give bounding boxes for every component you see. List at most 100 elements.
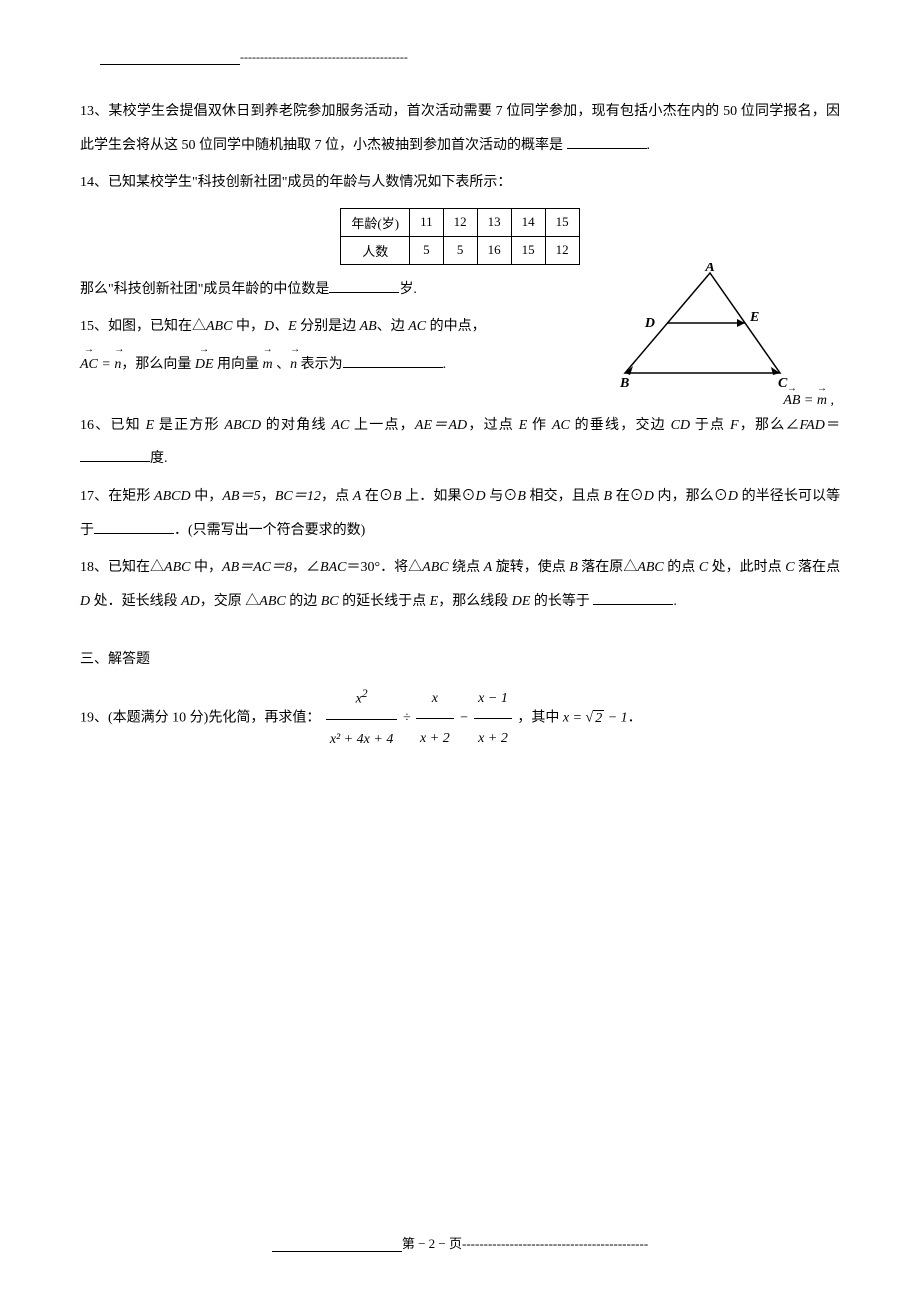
triangle-svg: A D E B C bbox=[600, 263, 840, 393]
label-e: E bbox=[749, 310, 759, 325]
q19-num: 19、 bbox=[80, 711, 108, 726]
eq-sign-1: = bbox=[800, 393, 816, 408]
q17-b: B bbox=[393, 489, 402, 504]
q17-te: 上．如果⊙ bbox=[402, 489, 476, 504]
question-19: 19、(本题满分 10 分)先化简，再求值： x2 x² + 4x + 4 ÷ … bbox=[80, 678, 840, 759]
q14-th-4: 15 bbox=[545, 208, 579, 236]
q18-tc: 绕点 bbox=[449, 560, 484, 575]
q15-blank bbox=[343, 353, 443, 368]
q14-th-3: 14 bbox=[511, 208, 545, 236]
q14-th-1: 12 bbox=[443, 208, 477, 236]
q15-period: . bbox=[443, 357, 447, 372]
question-13: 13、某校学生会提倡双休日到养老院参加服务活动，首次活动需要 7 位同学参加，现… bbox=[80, 95, 840, 162]
label-b: B bbox=[619, 376, 629, 391]
q13-blank bbox=[567, 134, 647, 149]
q16-e2: E bbox=[519, 418, 528, 433]
q18-tf: 的点 bbox=[664, 560, 699, 575]
q17-tb: 中， bbox=[191, 489, 223, 504]
q19-m1: − 1 bbox=[604, 711, 627, 726]
q13-period: . bbox=[647, 138, 651, 153]
q15-num: 15、 bbox=[80, 319, 108, 334]
q15-tc: 分别是边 bbox=[297, 319, 360, 334]
q16-tj: ＝ bbox=[825, 418, 840, 433]
f1ns: 2 bbox=[362, 687, 368, 700]
vec-n: n bbox=[114, 357, 121, 372]
q16-blank bbox=[80, 447, 150, 462]
q16-ac2: AC bbox=[552, 418, 570, 433]
q17-note: ．(只需写出一个符合要求的数) bbox=[174, 523, 365, 538]
q18-d: D bbox=[80, 594, 90, 609]
q16-tb: 是正方形 bbox=[154, 418, 224, 433]
q16-fad: FAD bbox=[799, 418, 824, 433]
q16-unit: 度. bbox=[150, 451, 168, 466]
q17-tg: 相交，且点 bbox=[526, 489, 604, 504]
q18-abc4: ABC bbox=[259, 594, 285, 609]
top-dashes: ----------------------------------------… bbox=[240, 50, 408, 64]
q14-text-a: 已知某校学生"科技创新社团"成员的年龄与人数情况如下表所示： bbox=[108, 175, 511, 190]
q18-b: B bbox=[569, 560, 578, 575]
q19-sqrt: √2 bbox=[586, 710, 605, 726]
vec-ab-eq-m: AB = m , bbox=[600, 393, 840, 409]
q17-ta: 在矩形 bbox=[108, 489, 154, 504]
q15-ta: 如图，已知在△ bbox=[108, 319, 206, 334]
page-footer: 第 − 2 − 页-------------------------------… bbox=[0, 1233, 920, 1252]
q18-blank bbox=[593, 590, 673, 605]
f3n: x − 1 bbox=[474, 679, 512, 719]
q18-tn: 的长等于 bbox=[530, 594, 590, 609]
q17-num: 17、 bbox=[80, 489, 108, 504]
question-18: 18、已知在△ABC 中，AB＝AC＝8，∠BAC＝30°．将△ABC 绕点 A… bbox=[80, 551, 840, 618]
q18-abac8: AB＝AC＝8 bbox=[222, 560, 292, 575]
q17-d: D bbox=[476, 489, 486, 504]
q18-tg: 处，此时点 bbox=[708, 560, 785, 575]
q19-frac3: x − 1 x + 2 bbox=[474, 679, 512, 758]
q14-unit: 岁. bbox=[399, 282, 417, 297]
q16-num: 16、 bbox=[80, 418, 110, 433]
q16-cd: CD bbox=[671, 418, 690, 433]
q15-abc: ABC bbox=[206, 319, 232, 334]
q14-th-0: 11 bbox=[410, 208, 444, 236]
q18-bac: BAC bbox=[320, 560, 346, 575]
q14-text-b: 那么"科技创新社团"成员年龄的中位数是 bbox=[80, 282, 329, 297]
label-d: D bbox=[644, 316, 655, 331]
q17-ab5: AB＝5 bbox=[222, 489, 260, 504]
q16-e: E bbox=[146, 418, 155, 433]
comma-1: , bbox=[827, 393, 834, 408]
q18-ad: AD bbox=[181, 594, 200, 609]
q18-tj: ，交原 △ bbox=[200, 594, 260, 609]
q18-tl: 的延长线于点 bbox=[339, 594, 430, 609]
q14-r-0: 5 bbox=[410, 236, 444, 264]
q16-ti: ，那么∠ bbox=[739, 418, 800, 433]
q14-num: 14、 bbox=[80, 175, 108, 190]
q16-tg: 的垂线，交边 bbox=[570, 418, 671, 433]
q16-abcd: ABCD bbox=[225, 418, 262, 433]
q15-tb: 中， bbox=[232, 319, 264, 334]
q15-de-pts: D、E bbox=[264, 319, 297, 334]
q16-ta: 已知 bbox=[110, 418, 145, 433]
vec-n2: n bbox=[290, 357, 297, 372]
q19-period: ． bbox=[628, 711, 642, 726]
q15-ac: AC bbox=[408, 319, 426, 334]
label-a: A bbox=[704, 263, 714, 275]
q16-f: F bbox=[730, 418, 739, 433]
f1d: x² + 4x + 4 bbox=[326, 720, 398, 759]
q14-table: 年龄(岁) 11 12 13 14 15 人数 5 5 16 15 12 bbox=[340, 208, 579, 265]
f3d: x + 2 bbox=[474, 719, 512, 758]
eq-2: = bbox=[98, 357, 114, 372]
q13-num: 13、 bbox=[80, 104, 108, 119]
q15-te: 的中点， bbox=[426, 319, 486, 334]
question-14: 14、已知某校学生"科技创新社团"成员的年龄与人数情况如下表所示： bbox=[80, 166, 840, 200]
question-16: 16、已知 E 是正方形 ABCD 的对角线 AC 上一点，AE＝AD，过点 E… bbox=[80, 409, 840, 476]
q18-de: DE bbox=[512, 594, 531, 609]
q13-text: 某校学生会提倡双休日到养老院参加服务活动，首次活动需要 7 位同学参加，现有包括… bbox=[80, 104, 840, 153]
q14-th-label: 年龄(岁) bbox=[341, 208, 410, 236]
q18-c2: C bbox=[785, 560, 794, 575]
q17-bc12: BC＝12 bbox=[275, 489, 321, 504]
q17-td: 在⊙ bbox=[361, 489, 393, 504]
f2d: x + 2 bbox=[416, 719, 454, 758]
q15-tf: ，那么向量 bbox=[121, 357, 195, 372]
q19-minus: − bbox=[459, 711, 472, 726]
q18-th: 落在点 bbox=[795, 560, 841, 575]
q16-aead: AE＝AD bbox=[415, 418, 467, 433]
q18-td: 旋转，使点 bbox=[492, 560, 569, 575]
q17-d3: D bbox=[728, 489, 738, 504]
